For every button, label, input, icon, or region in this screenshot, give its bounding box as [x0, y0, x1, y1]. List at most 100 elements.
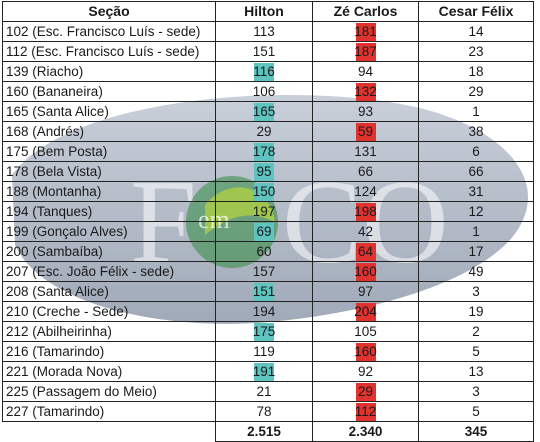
cell-hilton: 113 [215, 21, 313, 42]
cell-ze-carlos: 181 [312, 21, 419, 42]
cell-cesar-felix: 12 [418, 201, 534, 222]
table-row: 165 (Santa Alice) 165 93 1 [2, 101, 534, 122]
table-row: 178 (Bela Vista) 95 66 66 [2, 161, 534, 182]
cell-ze-carlos: 105 [312, 321, 419, 342]
table-row: 225 (Passagem do Meio) 21 29 3 [2, 381, 534, 402]
cell-secao: 199 (Gonçalo Alves) [2, 221, 216, 242]
cell-cesar-felix: 23 [418, 41, 534, 62]
cell-secao: 194 (Tanques) [2, 201, 216, 222]
cell-secao: 160 (Bananeira) [2, 81, 216, 102]
cell-cesar-felix: 17 [418, 241, 534, 262]
cell-ze-carlos: 66 [312, 161, 419, 182]
cell-ze-carlos: 29 [312, 381, 419, 402]
cell-hilton: 119 [215, 341, 313, 362]
cell-secao: 139 (Riacho) [2, 61, 216, 82]
cell-secao: 165 (Santa Alice) [2, 101, 216, 122]
cell-ze-carlos: 92 [312, 361, 419, 382]
cell-cesar-felix: 13 [418, 361, 534, 382]
table-row: 200 (Sambaíba) 60 64 17 [2, 241, 534, 262]
cell-secao: 188 (Montanha) [2, 181, 216, 202]
cell-hilton: 29 [215, 121, 313, 142]
cell-secao: 175 (Bem Posta) [2, 141, 216, 162]
header-secao: Seção [2, 1, 216, 22]
cell-secao: 227 (Tamarindo) [2, 401, 216, 422]
header-ze-carlos: Zé Carlos [312, 1, 419, 22]
cell-ze-carlos: 42 [312, 221, 419, 242]
total-cesar-felix: 345 [418, 421, 534, 442]
cell-hilton: 151 [215, 281, 313, 302]
cell-cesar-felix: 19 [418, 301, 534, 322]
cell-cesar-felix: 66 [418, 161, 534, 182]
table-row: 221 (Morada Nova) 191 92 13 [2, 361, 534, 382]
cell-ze-carlos: 187 [312, 41, 419, 62]
totals-blank-cell [2, 421, 216, 442]
cell-hilton: 178 [215, 141, 313, 162]
table-row: 227 (Tamarindo) 78 112 5 [2, 401, 534, 422]
cell-hilton: 95 [215, 161, 313, 182]
table-row: 210 (Creche - Sede) 194 204 19 [2, 301, 534, 322]
table-row: 207 (Esc. João Félix - sede) 157 160 49 [2, 261, 534, 282]
cell-ze-carlos: 64 [312, 241, 419, 262]
cell-ze-carlos: 97 [312, 281, 419, 302]
cell-ze-carlos: 160 [312, 261, 419, 282]
cell-secao: 216 (Tamarindo) [2, 341, 216, 362]
cell-ze-carlos: 198 [312, 201, 419, 222]
cell-cesar-felix: 1 [418, 221, 534, 242]
table-row: 199 (Gonçalo Alves) 69 42 1 [2, 221, 534, 242]
cell-hilton: 197 [215, 201, 313, 222]
cell-hilton: 191 [215, 361, 313, 382]
cell-ze-carlos: 59 [312, 121, 419, 142]
cell-secao: 212 (Abilheirinha) [2, 321, 216, 342]
cell-hilton: 157 [215, 261, 313, 282]
table-row: 188 (Montanha) 150 124 31 [2, 181, 534, 202]
cell-cesar-felix: 14 [418, 21, 534, 42]
table-row: 194 (Tanques) 197 198 12 [2, 201, 534, 222]
table-row: 216 (Tamarindo) 119 160 5 [2, 341, 534, 362]
totals-row: 2.515 2.340 345 [2, 421, 534, 442]
cell-secao: 210 (Creche - Sede) [2, 301, 216, 322]
cell-hilton: 150 [215, 181, 313, 202]
cell-hilton: 151 [215, 41, 313, 62]
cell-ze-carlos: 131 [312, 141, 419, 162]
cell-cesar-felix: 18 [418, 61, 534, 82]
cell-secao: 207 (Esc. João Félix - sede) [2, 261, 216, 282]
cell-cesar-felix: 3 [418, 381, 534, 402]
cell-cesar-felix: 1 [418, 101, 534, 122]
cell-hilton: 194 [215, 301, 313, 322]
cell-cesar-felix: 2 [418, 321, 534, 342]
cell-ze-carlos: 93 [312, 101, 419, 122]
cell-secao: 208 (Santa Alice) [2, 281, 216, 302]
total-ze-carlos: 2.340 [312, 421, 419, 442]
cell-secao: 102 (Esc. Francisco Luís - sede) [2, 21, 216, 42]
cell-cesar-felix: 5 [418, 401, 534, 422]
cell-cesar-felix: 29 [418, 81, 534, 102]
header-hilton: Hilton [215, 1, 313, 22]
cell-hilton: 78 [215, 401, 313, 422]
cell-secao: 168 (Andrés) [2, 121, 216, 142]
header-row: Seção Hilton Zé Carlos Cesar Félix [2, 1, 534, 22]
cell-hilton: 60 [215, 241, 313, 262]
table-row: 112 (Esc. Francisco Luís - sede) 151 187 23 [2, 41, 534, 62]
cell-cesar-felix: 3 [418, 281, 534, 302]
cell-hilton: 116 [215, 61, 313, 82]
total-hilton: 2.515 [215, 421, 313, 442]
cell-secao: 225 (Passagem do Meio) [2, 381, 216, 402]
cell-cesar-felix: 38 [418, 121, 534, 142]
cell-secao: 200 (Sambaíba) [2, 241, 216, 262]
cell-hilton: 69 [215, 221, 313, 242]
cell-hilton: 175 [215, 321, 313, 342]
cell-secao: 221 (Morada Nova) [2, 361, 216, 382]
table-row: 139 (Riacho) 116 94 18 [2, 61, 534, 82]
table-row: 168 (Andrés) 29 59 38 [2, 121, 534, 142]
table-row: 175 (Bem Posta) 178 131 6 [2, 141, 534, 162]
cell-ze-carlos: 112 [312, 401, 419, 422]
cell-hilton: 165 [215, 101, 313, 122]
table-row: 212 (Abilheirinha) 175 105 2 [2, 321, 534, 342]
cell-hilton: 106 [215, 81, 313, 102]
cell-ze-carlos: 94 [312, 61, 419, 82]
cell-secao: 112 (Esc. Francisco Luís - sede) [2, 41, 216, 62]
cell-ze-carlos: 160 [312, 341, 419, 362]
cell-secao: 178 (Bela Vista) [2, 161, 216, 182]
table-row: 102 (Esc. Francisco Luís - sede) 113 181 14 [2, 21, 534, 42]
